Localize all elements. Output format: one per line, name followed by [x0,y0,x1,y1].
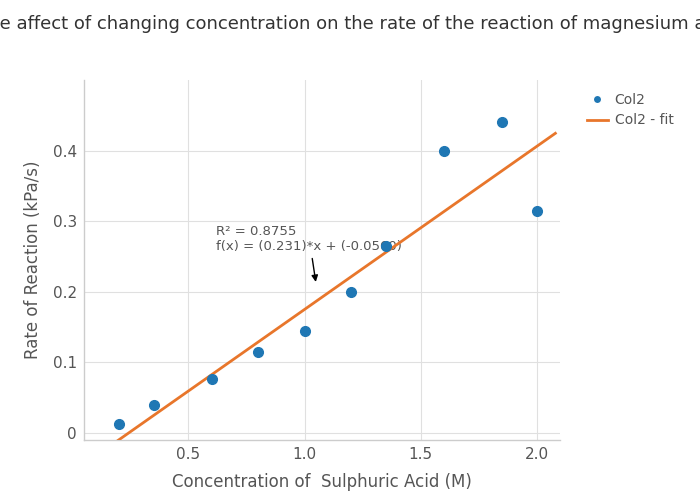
Y-axis label: Rate of Reaction (kPa/s): Rate of Reaction (kPa/s) [24,161,42,359]
Point [496,118,507,126]
Point [113,420,125,428]
Point [253,348,264,356]
Point [299,326,310,334]
Point [380,242,391,250]
Point [148,400,160,408]
Point [438,146,449,154]
Text: Graph showing the affect of changing concentration on the rate of the reaction o: Graph showing the affect of changing con… [0,15,700,33]
Point [531,206,542,214]
Point [206,374,217,382]
Point [345,288,356,296]
Legend: Col2, Col2 - fit: Col2, Col2 - fit [581,87,679,133]
X-axis label: Concentration of  Sulphuric Acid (M): Concentration of Sulphuric Acid (M) [172,473,472,491]
Text: R² = 0.8755
f(x) = (0.231)*x + (-0.0560): R² = 0.8755 f(x) = (0.231)*x + (-0.0560) [216,225,402,280]
